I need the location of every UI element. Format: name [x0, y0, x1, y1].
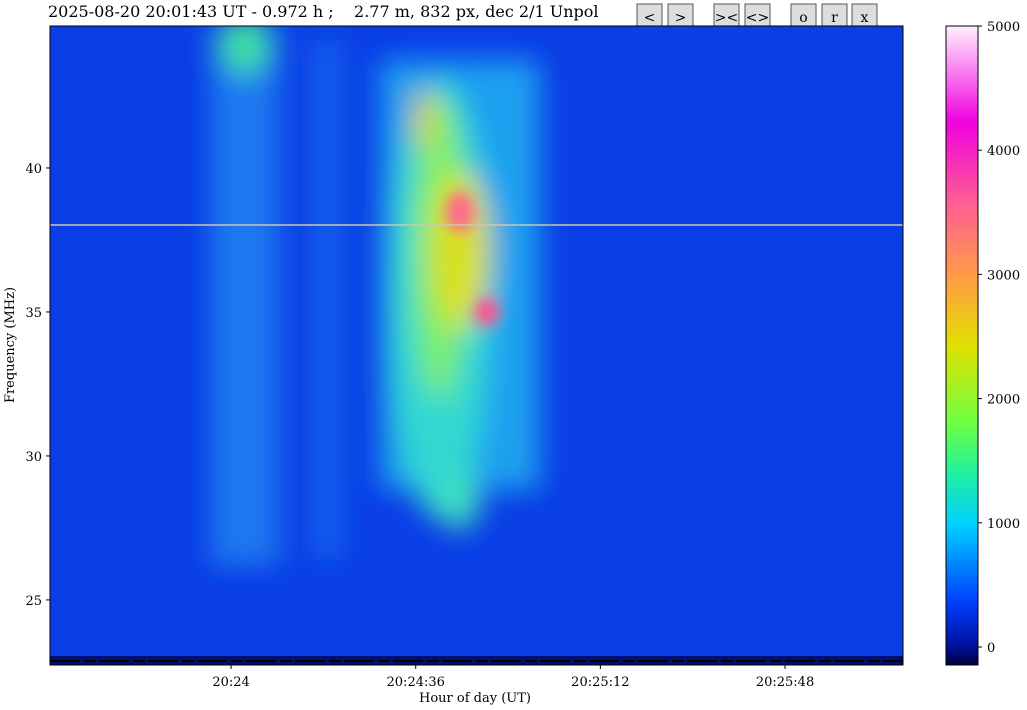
emission — [210, 26, 540, 566]
button-label: < — [644, 10, 656, 26]
chart-title: 2025-08-20 20:01:43 UT - 0.972 h ; 2.77 … — [48, 2, 599, 21]
colorbar-tick-label: 4000 — [987, 144, 1020, 159]
button-label: r — [831, 10, 838, 26]
button-label: <> — [746, 10, 769, 26]
colorbar-tick-label: 0 — [987, 641, 995, 656]
button-label: > — [675, 10, 687, 26]
burst-core — [446, 192, 499, 326]
button-label: o — [799, 10, 807, 26]
y-axis-label: Frequency (MHz) — [3, 287, 18, 403]
x-tick-label: 20:24:36 — [387, 675, 445, 690]
y-tick-label: 35 — [25, 306, 42, 321]
colorbar-tick-label: 1000 — [987, 517, 1020, 532]
colorbar-tick-label: 5000 — [987, 20, 1020, 35]
colorbar — [945, 25, 979, 666]
button-label: x — [861, 10, 869, 26]
y-tick-label: 25 — [25, 594, 42, 609]
x-tick-label: 20:24 — [212, 675, 249, 690]
plot-frame — [49, 25, 904, 666]
y-tick-label: 30 — [25, 450, 42, 465]
button-label: >< — [715, 10, 738, 26]
x-axis-label: Hour of day (UT) — [419, 691, 531, 706]
y-tick-label: 40 — [25, 162, 42, 177]
x-tick-label: 20:25:48 — [756, 675, 814, 690]
spectrogram — [50, 26, 903, 665]
colorbar-tick-label: 3000 — [987, 268, 1020, 283]
x-tick-label: 20:25:12 — [571, 675, 629, 690]
colorbar-tick-label: 2000 — [987, 393, 1020, 408]
